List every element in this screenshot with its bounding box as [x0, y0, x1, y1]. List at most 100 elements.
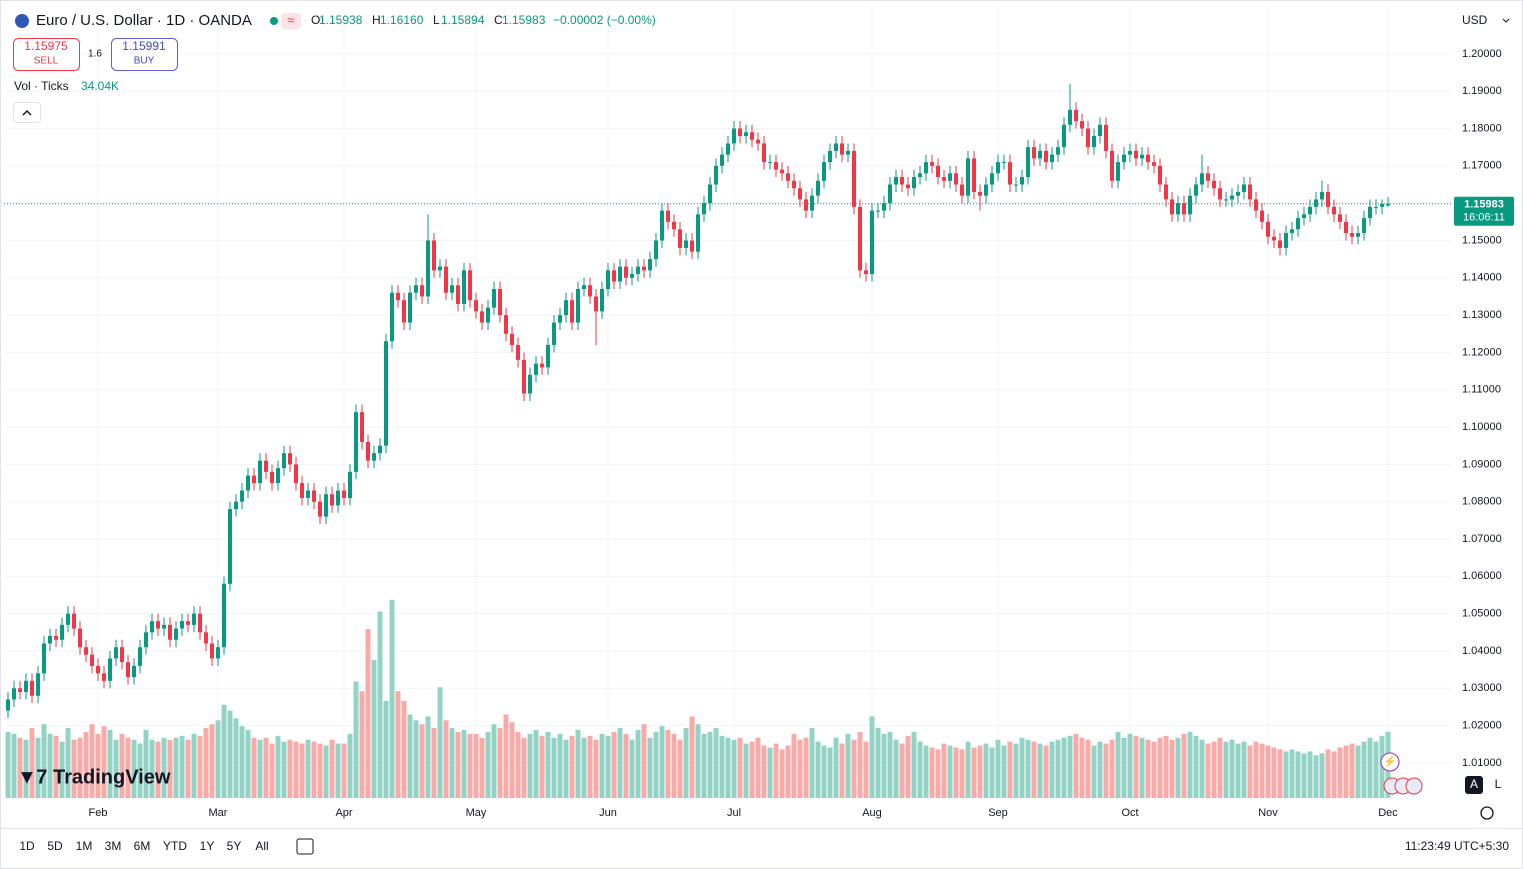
volume-bar	[185, 739, 191, 798]
x-tick-label: May	[466, 807, 487, 819]
status-badge[interactable]	[281, 13, 301, 29]
candle-body	[1044, 150, 1048, 163]
candle-body	[1170, 199, 1174, 215]
settings-icon[interactable]	[1480, 806, 1494, 820]
volume-bar	[545, 731, 551, 798]
date-range-icon[interactable]	[296, 838, 314, 855]
candle-body	[114, 647, 118, 659]
x-tick-label: Oct	[1121, 807, 1138, 819]
volume-bar	[809, 728, 815, 798]
volume-bar	[149, 739, 155, 798]
sell-button[interactable]	[13, 38, 80, 71]
currency[interactable]: USD	[1462, 13, 1488, 27]
candle-body	[1242, 184, 1246, 192]
timeframe-button[interactable]: 1D	[19, 839, 35, 853]
volume-bar	[497, 728, 503, 798]
volume-layer	[5, 599, 1391, 798]
candle-body	[150, 621, 154, 633]
y-tick-label: 1.02000	[1462, 720, 1502, 732]
y-tick-label: 1.20000	[1462, 48, 1502, 60]
volume-bar	[1079, 737, 1085, 798]
volume-bar	[1301, 753, 1307, 798]
candle-body	[1008, 162, 1012, 185]
volume-bar	[131, 739, 137, 798]
volume-bar	[917, 741, 923, 798]
volume-bar	[677, 739, 683, 798]
volume-bar	[389, 599, 395, 798]
timeframe-button[interactable]: YTD	[163, 839, 187, 853]
volume-bar	[989, 747, 995, 798]
timeframe-button[interactable]: 1M	[76, 839, 93, 853]
candle-body	[270, 471, 274, 484]
candle-body	[756, 139, 760, 144]
timeframe-button[interactable]: 1Y	[200, 839, 215, 853]
candle-body	[720, 154, 724, 166]
volume-bar	[107, 730, 113, 798]
candle-body	[744, 132, 748, 136]
candle-body	[1356, 233, 1360, 237]
candle-body	[432, 240, 436, 271]
x-tick-label: Dec	[1378, 807, 1398, 819]
scale-button[interactable]: L	[1495, 777, 1502, 791]
timeframe-button[interactable]: 6M	[134, 839, 151, 853]
legend-value: 1.15938	[319, 13, 363, 27]
volume-bar	[179, 735, 185, 798]
buy-price: 1.15991	[122, 39, 166, 53]
volume-bar	[305, 739, 311, 798]
candle-body	[1332, 206, 1336, 215]
candle-body	[300, 483, 304, 498]
candle-body	[480, 311, 484, 323]
buy-button[interactable]	[111, 38, 178, 71]
timeframe-button[interactable]: All	[255, 839, 268, 853]
volume-bar	[1139, 737, 1145, 798]
timeframe-button[interactable]: 5D	[47, 839, 63, 853]
volume-bar	[173, 737, 179, 798]
volume-bar	[869, 716, 875, 798]
candle-body	[1218, 188, 1222, 200]
candle-body	[1200, 173, 1204, 185]
scale-button[interactable]: A	[1470, 777, 1478, 791]
candle-body	[414, 285, 418, 293]
candle-body	[618, 266, 622, 282]
volume-bar	[239, 726, 245, 798]
candle-body	[1062, 124, 1066, 148]
symbol-icon	[15, 14, 29, 28]
volume-bar	[1163, 735, 1169, 798]
candle-body	[24, 680, 28, 693]
volume-bar	[101, 726, 107, 798]
volume-bar	[41, 724, 47, 798]
symbol-title[interactable]: Euro / U.S. Dollar · 1D · OANDA	[36, 12, 252, 29]
volume-bar	[1355, 745, 1361, 798]
y-tick-label: 1.15000	[1462, 234, 1502, 246]
timeframe-button[interactable]: 5Y	[227, 839, 242, 853]
event-icon[interactable]	[1380, 752, 1400, 772]
volume-bar	[323, 745, 329, 798]
volume-bar	[1151, 741, 1157, 798]
candle-body	[564, 300, 568, 316]
candle-body	[1248, 184, 1252, 200]
collapse-button[interactable]	[13, 102, 41, 123]
candle-body	[324, 494, 328, 517]
flag-icon[interactable]	[1405, 777, 1423, 795]
volume-bar	[827, 747, 833, 798]
candle-body	[930, 162, 934, 166]
volume-bar	[587, 735, 593, 798]
volume-bar	[863, 741, 869, 798]
volume-bar	[119, 733, 125, 798]
candle-body	[378, 445, 382, 454]
volume-bar	[1199, 739, 1205, 798]
volume-bar	[1037, 743, 1043, 798]
ohlc-legend: O1.15938 H 1.16160 L 1.15894 C 1.15983	[311, 13, 546, 27]
volume-bar	[977, 745, 983, 798]
volume-bar	[65, 728, 71, 798]
candle-layer	[6, 83, 1390, 719]
candle-body	[348, 471, 352, 498]
volume-bar	[599, 733, 605, 798]
y-tick-label: 1.01000	[1462, 757, 1502, 769]
volume-bar	[11, 733, 17, 798]
volume-bar	[47, 733, 53, 798]
candle-body	[1122, 154, 1126, 163]
timeframe-button[interactable]: 3M	[105, 839, 122, 853]
candle-body	[1272, 236, 1276, 241]
candle-body	[474, 300, 478, 312]
